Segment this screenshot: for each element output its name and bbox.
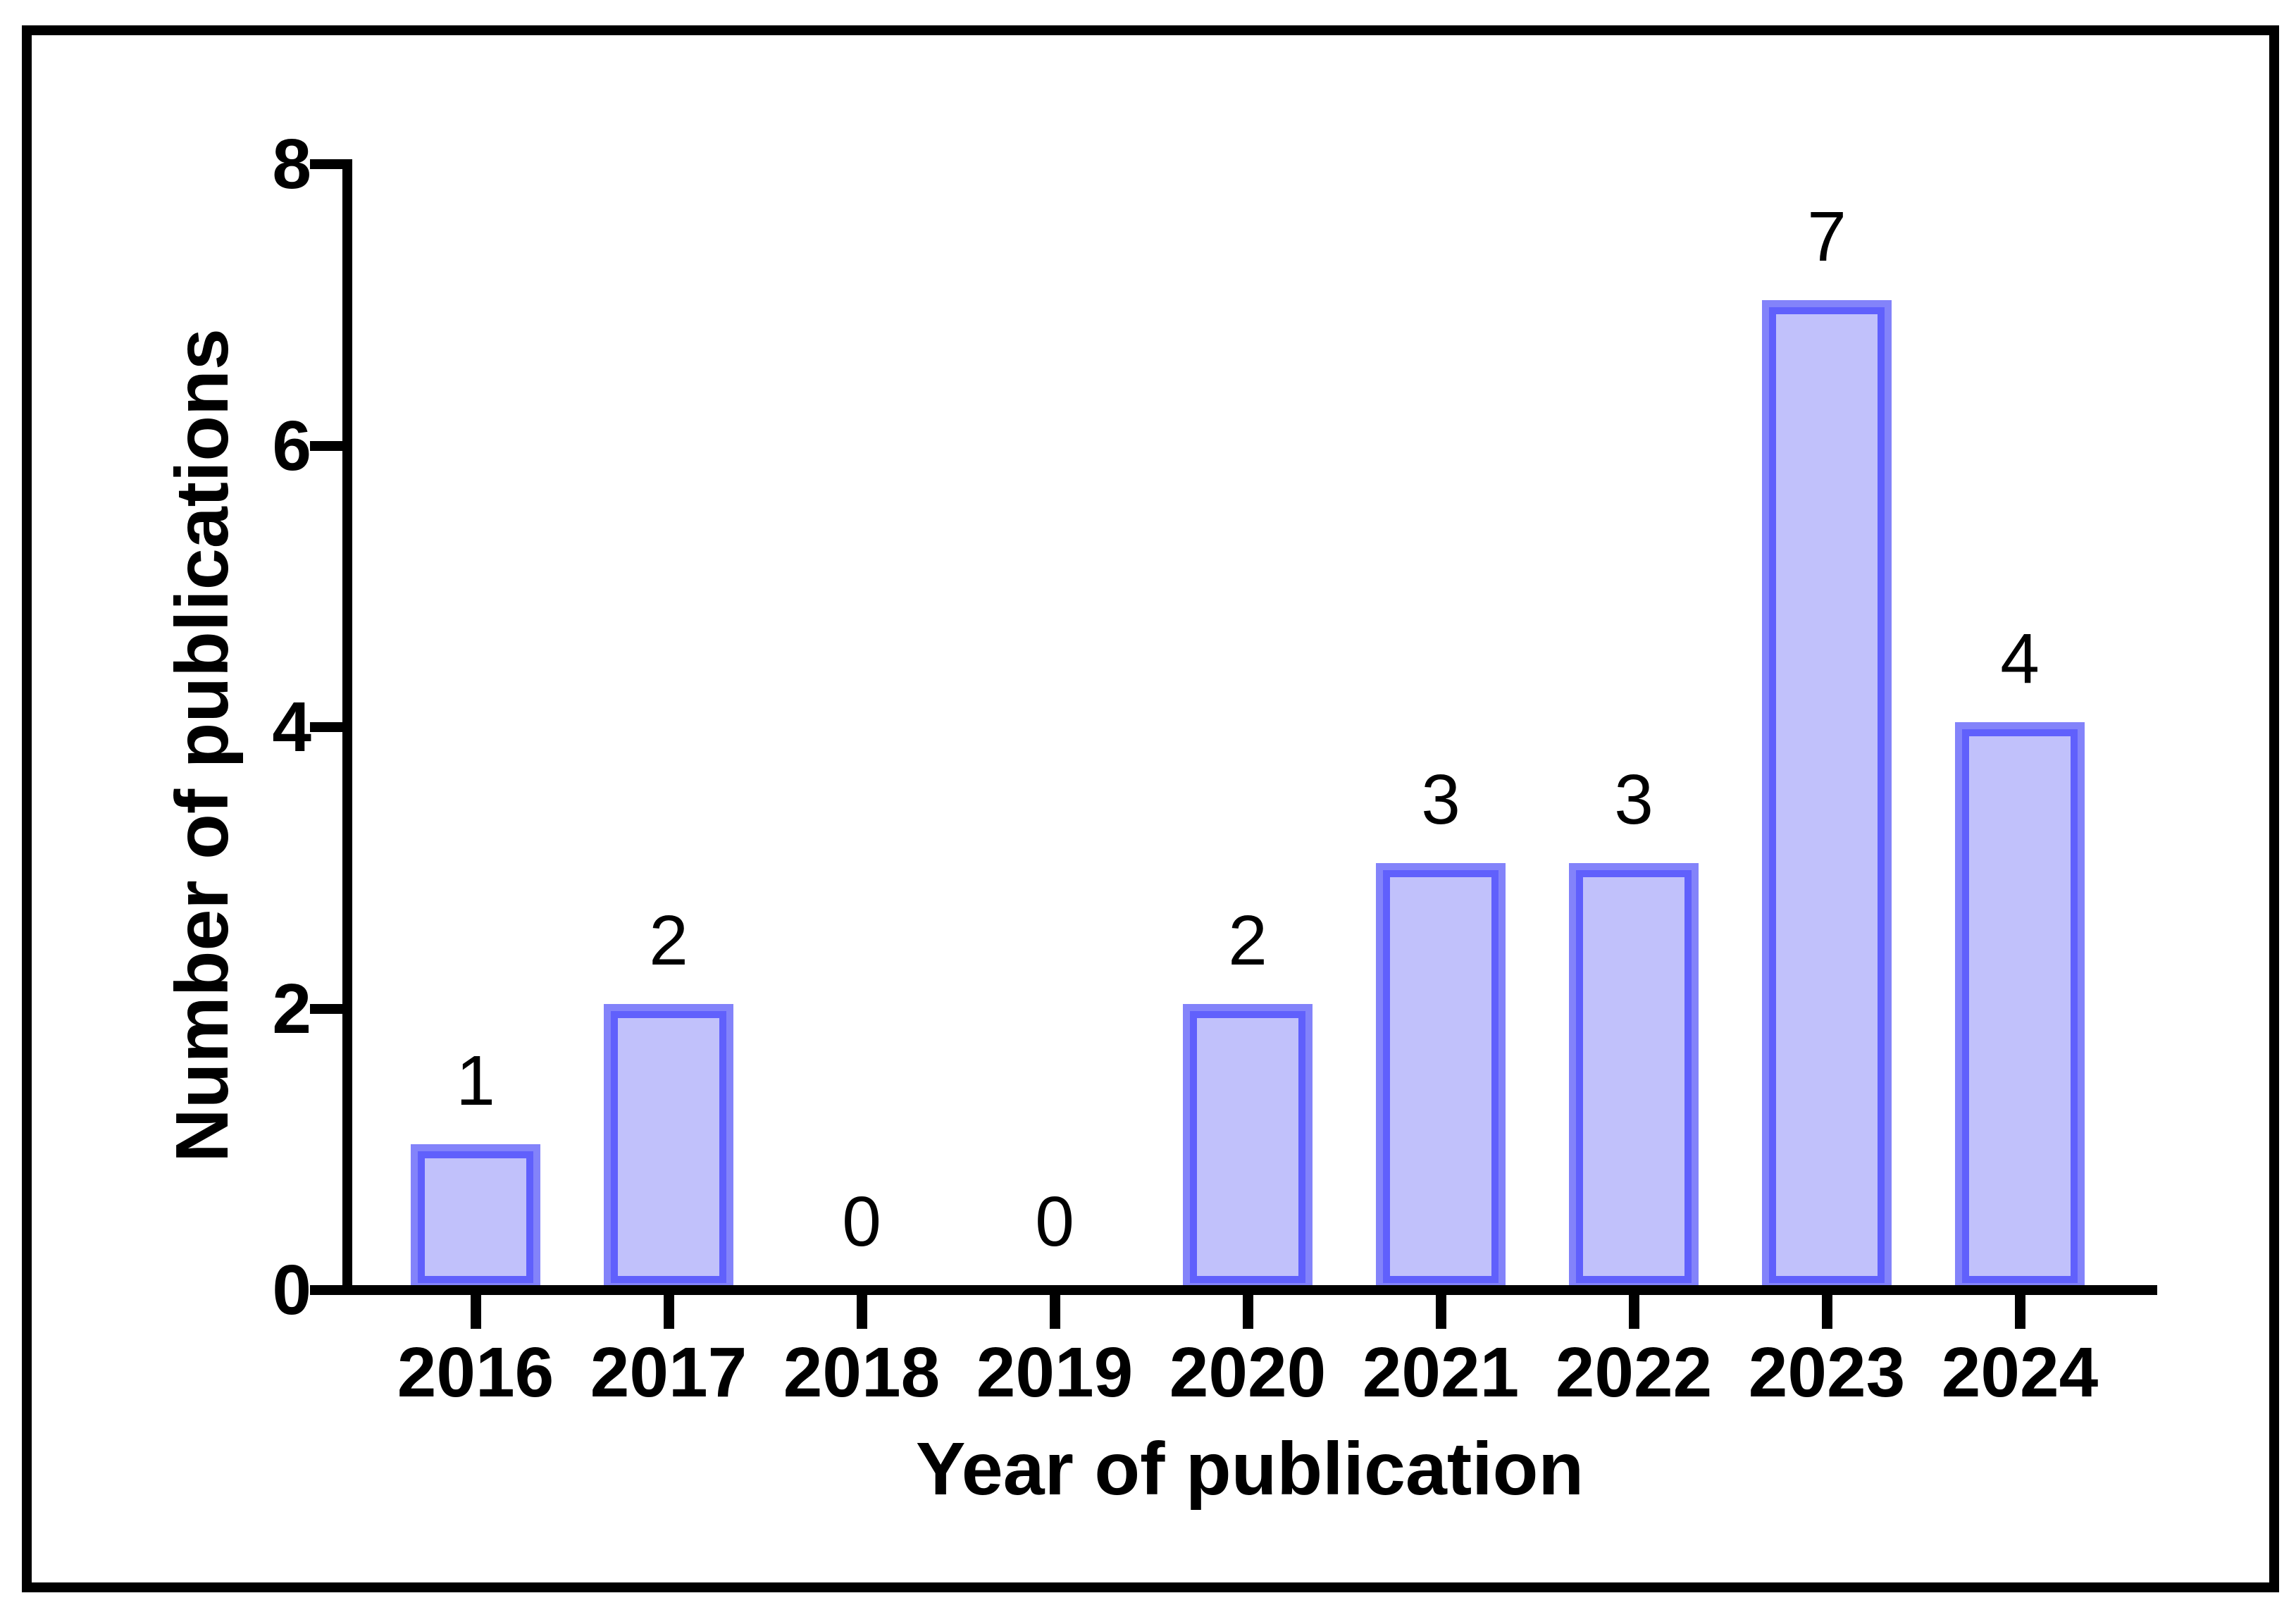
x-tick-label-2017: 2017 [590, 1333, 747, 1412]
figure-outer-frame [22, 25, 2279, 1592]
y-tick-label-0: 0 [272, 1251, 311, 1330]
x-tick-label-2024: 2024 [1941, 1333, 2099, 1412]
bar-value-label-2018: 0 [842, 1182, 881, 1261]
bar-value-label-2024: 4 [2000, 619, 2040, 698]
x-tick-2021 [1435, 1295, 1446, 1329]
y-tick-label-6: 6 [272, 406, 311, 485]
y-axis-title: Number of publications [161, 328, 244, 1163]
x-tick-label-2022: 2022 [1555, 1333, 1713, 1412]
y-tick-0 [310, 1285, 342, 1295]
bar-2024 [1955, 722, 2085, 1290]
bar-value-label-2017: 2 [649, 900, 688, 980]
bar-2016 [411, 1144, 540, 1290]
y-tick-8 [310, 159, 342, 169]
x-axis-line [342, 1285, 2157, 1295]
bar-value-label-2021: 3 [1421, 760, 1460, 839]
bar-2017 [604, 1003, 733, 1290]
bar-2023 [1762, 299, 1892, 1290]
y-tick-6 [310, 440, 342, 451]
bar-2021 [1376, 862, 1506, 1290]
x-tick-label-2020: 2020 [1169, 1333, 1327, 1412]
y-tick-2 [310, 1003, 342, 1014]
y-tick-4 [310, 722, 342, 732]
y-tick-label-2: 2 [272, 969, 311, 1048]
y-tick-label-8: 8 [272, 125, 311, 204]
bar-value-label-2020: 2 [1228, 900, 1267, 980]
bar-value-label-2019: 0 [1035, 1182, 1074, 1261]
bar-2022 [1569, 862, 1699, 1290]
x-tick-label-2023: 2023 [1748, 1333, 1906, 1412]
x-tick-2022 [1628, 1295, 1639, 1329]
x-tick-2018 [856, 1295, 867, 1329]
y-axis-line [342, 159, 352, 1295]
x-tick-2017 [663, 1295, 674, 1329]
x-tick-label-2016: 2016 [397, 1333, 554, 1412]
bar-2020 [1183, 1003, 1313, 1290]
x-tick-2016 [470, 1295, 481, 1329]
bar-value-label-2023: 7 [1807, 197, 1847, 276]
x-tick-2020 [1242, 1295, 1253, 1329]
bar-value-label-2016: 1 [456, 1041, 495, 1121]
bar-value-label-2022: 3 [1614, 760, 1653, 839]
x-axis-title: Year of publication [915, 1427, 1584, 1511]
x-tick-label-2018: 2018 [783, 1333, 941, 1412]
x-tick-2019 [1049, 1295, 1060, 1329]
x-tick-2023 [1821, 1295, 1832, 1329]
y-tick-label-4: 4 [272, 688, 311, 767]
x-tick-label-2021: 2021 [1362, 1333, 1520, 1412]
x-tick-2024 [2014, 1295, 2025, 1329]
x-tick-label-2019: 2019 [976, 1333, 1134, 1412]
